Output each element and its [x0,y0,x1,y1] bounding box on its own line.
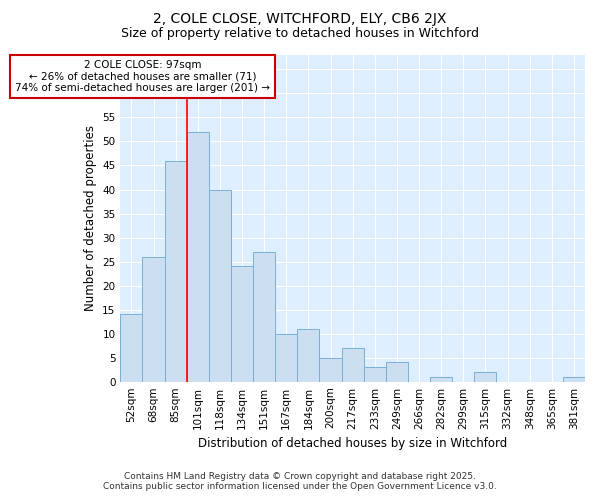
Bar [187,132,209,382]
Bar [386,362,408,382]
Bar [275,334,298,382]
Bar [209,190,231,382]
Bar [164,160,187,382]
Bar [253,252,275,382]
Bar [475,372,496,382]
Bar [364,368,386,382]
Text: Contains HM Land Registry data © Crown copyright and database right 2025.
Contai: Contains HM Land Registry data © Crown c… [103,472,497,491]
Bar [430,377,452,382]
Text: 2 COLE CLOSE: 97sqm
← 26% of detached houses are smaller (71)
74% of semi-detach: 2 COLE CLOSE: 97sqm ← 26% of detached ho… [15,60,270,93]
Bar [319,358,341,382]
Bar [298,329,319,382]
Bar [341,348,364,382]
X-axis label: Distribution of detached houses by size in Witchford: Distribution of detached houses by size … [198,437,508,450]
Bar [231,266,253,382]
Text: 2, COLE CLOSE, WITCHFORD, ELY, CB6 2JX: 2, COLE CLOSE, WITCHFORD, ELY, CB6 2JX [154,12,446,26]
Y-axis label: Number of detached properties: Number of detached properties [83,126,97,312]
Bar [142,257,164,382]
Bar [563,377,585,382]
Bar [121,314,142,382]
Text: Size of property relative to detached houses in Witchford: Size of property relative to detached ho… [121,28,479,40]
